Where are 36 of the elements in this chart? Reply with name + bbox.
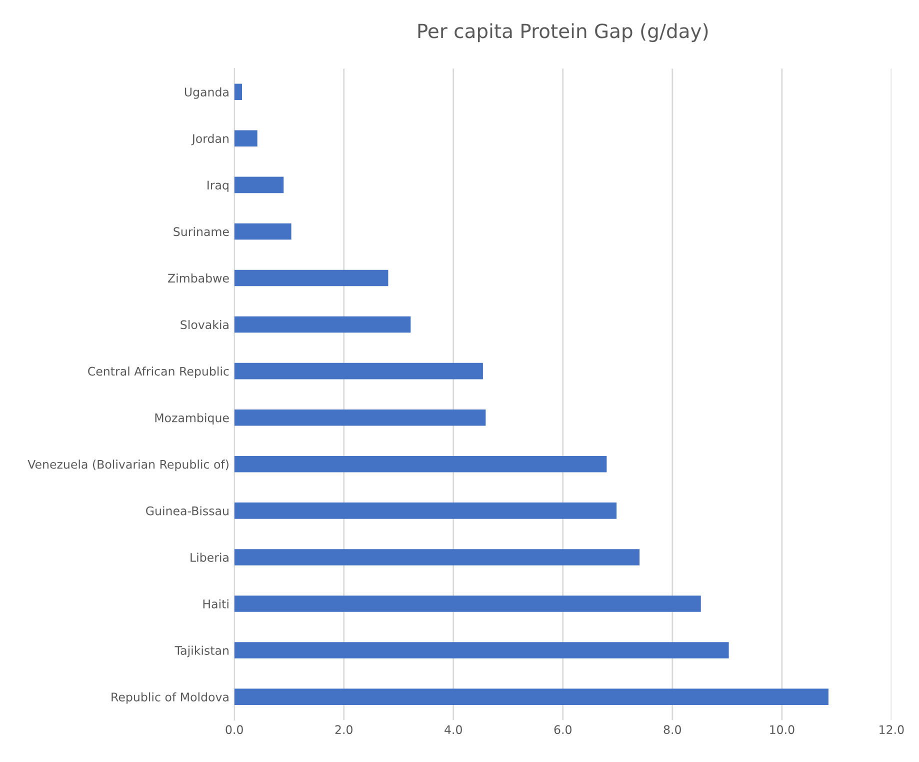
bar bbox=[234, 223, 292, 240]
bar bbox=[234, 688, 828, 705]
y-tick-label: Mozambique bbox=[155, 413, 229, 425]
y-tick-label: Tajikistan bbox=[174, 646, 228, 658]
bar bbox=[234, 130, 258, 147]
x-tick-label: 6.0 bbox=[554, 725, 572, 734]
bar bbox=[234, 270, 388, 286]
y-tick-label: Central African Republic bbox=[88, 366, 229, 378]
x-tick-label: 4.0 bbox=[444, 725, 462, 734]
y-tick-label: Venezuela (Bolivarian Republic of) bbox=[28, 460, 228, 472]
bar bbox=[234, 642, 729, 658]
bar bbox=[234, 84, 242, 100]
chart-title: Per capita Protein Gap (g/day) bbox=[418, 23, 708, 42]
y-tick-label: Uganda bbox=[184, 87, 228, 99]
y-tick-label: Zimbabwe bbox=[168, 274, 229, 283]
x-tick-label: 12.0 bbox=[880, 725, 904, 734]
bar bbox=[234, 502, 617, 519]
y-tick-label: Iraq bbox=[208, 180, 228, 192]
y-tick-label: Liberia bbox=[190, 552, 228, 562]
bar bbox=[234, 549, 640, 566]
bar bbox=[234, 409, 486, 426]
bar bbox=[234, 456, 607, 472]
bar bbox=[234, 316, 411, 333]
y-tick-label: Republic of Moldova bbox=[112, 692, 228, 704]
y-tick-label: Haiti bbox=[203, 599, 228, 608]
x-tick-label: 8.0 bbox=[664, 725, 682, 734]
y-tick-label: Jordan bbox=[191, 134, 228, 146]
x-tick-label: 2.0 bbox=[335, 725, 352, 734]
y-tick-label: Suriname bbox=[174, 226, 229, 236]
bar bbox=[234, 362, 483, 380]
x-tick-label: 0.0 bbox=[226, 725, 243, 734]
bar bbox=[234, 176, 284, 194]
y-tick-label: Guinea-Bissau bbox=[146, 506, 228, 516]
y-tick-label: Slovakia bbox=[180, 320, 228, 330]
x-tick-label: 10.0 bbox=[770, 725, 794, 734]
bar bbox=[234, 596, 701, 612]
